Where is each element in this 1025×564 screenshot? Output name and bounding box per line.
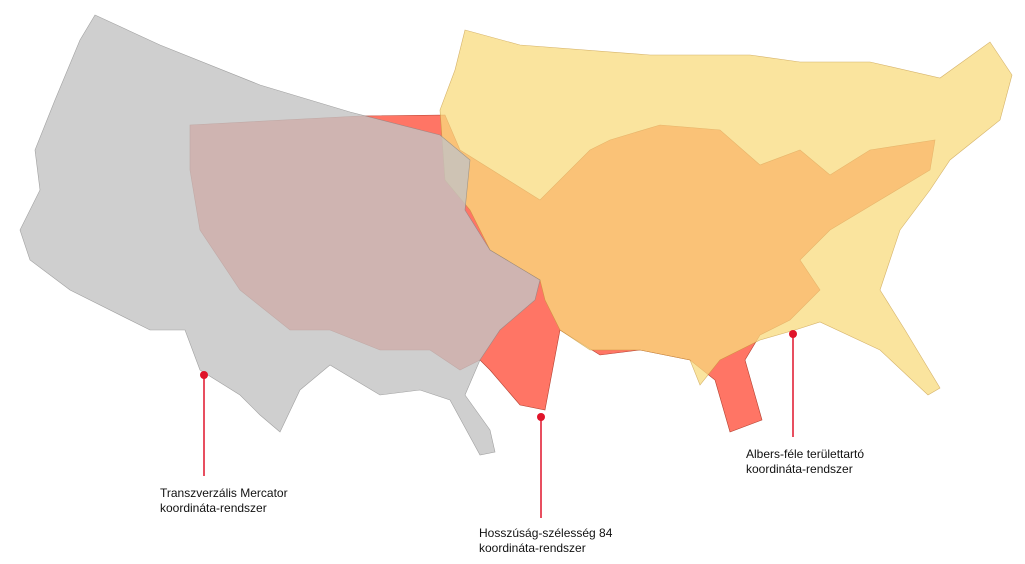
transverse-mercator-projection-shape bbox=[19, 14, 541, 456]
wgs84-label: Hosszúság-szélesség 84 koordináta-rendsz… bbox=[479, 526, 612, 556]
albers-label-line1: Albers-féle területtartó bbox=[746, 447, 865, 461]
albers-label-line2: koordináta-rendszer bbox=[746, 462, 853, 476]
transverse-mercator-label: Transzverzális Mercator koordináta-rends… bbox=[160, 486, 288, 516]
wgs84-marker bbox=[537, 413, 545, 421]
wgs84-label-line1: Hosszúság-szélesség 84 bbox=[479, 526, 613, 540]
wgs84-label-line2: koordináta-rendszer bbox=[479, 541, 586, 555]
transverse-mercator-marker bbox=[200, 371, 208, 379]
albers-label: Albers-féle területtartó koordináta-rend… bbox=[746, 447, 864, 477]
albers-marker bbox=[789, 330, 797, 338]
transverse-mercator-label-line1: Transzverzális Mercator bbox=[160, 486, 288, 500]
transverse-mercator-label-line2: koordináta-rendszer bbox=[160, 501, 267, 515]
